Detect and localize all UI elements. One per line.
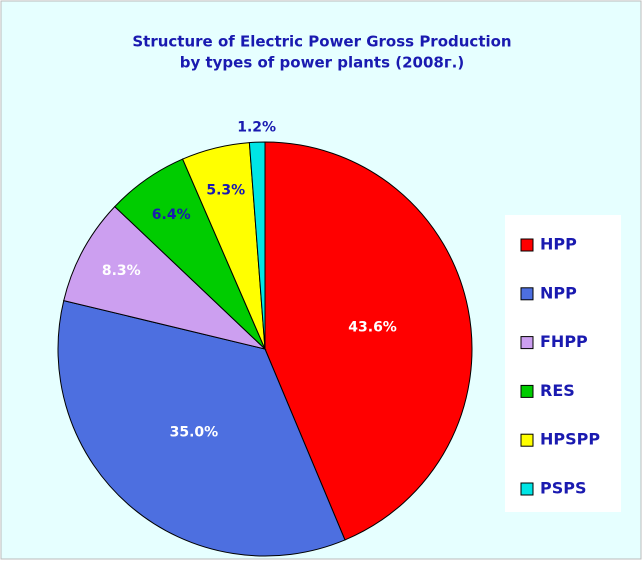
slice-label: 35.0% xyxy=(170,425,219,441)
slice-label: 6.4% xyxy=(152,207,191,223)
legend-swatch xyxy=(520,384,534,398)
legend-swatch xyxy=(520,433,534,447)
legend-swatch xyxy=(520,287,534,301)
pie-slice xyxy=(248,141,266,350)
pie-slice xyxy=(63,205,267,350)
legend-label: PSPS xyxy=(540,479,587,498)
legend-swatch xyxy=(520,238,534,252)
legend-box xyxy=(505,215,621,512)
slice-label: 5.3% xyxy=(206,182,245,198)
legend-label: HPP xyxy=(540,235,577,254)
legend-label: NPP xyxy=(540,283,577,302)
chart-title: Structure of Electric Power Gross Produc… xyxy=(132,33,511,51)
legend-label: FHPP xyxy=(540,332,588,351)
legend-swatch xyxy=(520,482,534,496)
slice-label: 1.2% xyxy=(237,120,276,136)
chart-subtitle: by types of power plants (2008г.) xyxy=(180,54,465,72)
pie-slice xyxy=(264,141,473,541)
slice-label: 8.3% xyxy=(102,263,141,279)
pie-slice xyxy=(57,299,346,557)
slice-label: 43.6% xyxy=(348,319,397,335)
legend-label: HPSPP xyxy=(540,430,600,449)
legend-swatch xyxy=(520,336,534,350)
legend-label: RES xyxy=(540,381,575,400)
